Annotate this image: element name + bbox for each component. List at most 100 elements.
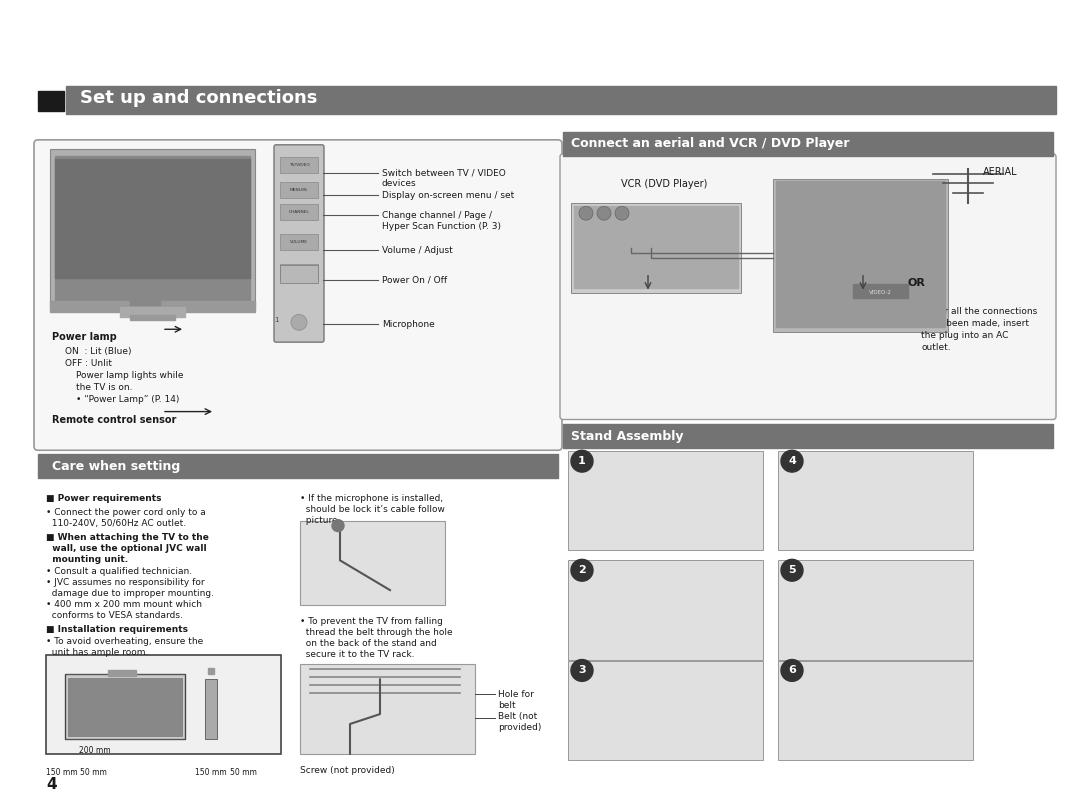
Text: Microphone: Microphone [382, 320, 435, 330]
Bar [777, 180, 945, 327]
Text: Volume / Adjust: Volume / Adjust [382, 246, 453, 255]
Text: 150 mm: 150 mm [195, 768, 227, 777]
Text: • If the microphone is installed,: • If the microphone is installed, [300, 494, 443, 503]
Text: ON  : Lit (Blue): ON : Lit (Blue) [65, 347, 132, 357]
Bar [568, 661, 762, 760]
Text: 1: 1 [578, 457, 585, 466]
Bar [300, 521, 445, 605]
Circle shape [291, 314, 307, 330]
Text: 110-240V, 50/60Hz AC outlet.: 110-240V, 50/60Hz AC outlet. [46, 518, 186, 528]
Bar [68, 678, 183, 736]
Bar [280, 234, 318, 250]
Bar [778, 451, 973, 550]
Text: ■ Power requirements: ■ Power requirements [46, 494, 162, 503]
Text: unit has ample room.: unit has ample room. [46, 648, 148, 657]
Bar [773, 179, 948, 332]
Bar [46, 654, 281, 754]
Circle shape [571, 559, 593, 581]
Circle shape [571, 450, 593, 472]
Text: • Consult a qualified technician.: • Consult a qualified technician. [46, 567, 192, 576]
Circle shape [781, 559, 804, 581]
Text: Care when setting: Care when setting [52, 460, 180, 472]
Text: belt: belt [498, 701, 515, 710]
Circle shape [781, 660, 804, 681]
Text: VIDEO-2: VIDEO-2 [868, 290, 891, 295]
Text: Set up and connections: Set up and connections [80, 89, 318, 107]
Bar [280, 265, 318, 283]
Text: VOLUME: VOLUME [291, 240, 308, 244]
Bar [38, 91, 64, 111]
Text: 200 mm: 200 mm [79, 746, 111, 755]
Bar [55, 159, 249, 278]
Text: 50 mm: 50 mm [230, 768, 257, 777]
Text: Stand Assembly: Stand Assembly [571, 430, 684, 443]
FancyBboxPatch shape [274, 145, 324, 342]
Text: have been made, insert: have been made, insert [921, 319, 1029, 329]
Text: AERIAL: AERIAL [983, 167, 1017, 176]
Text: provided): provided) [498, 723, 541, 732]
Bar [571, 203, 741, 292]
Bar [280, 156, 318, 172]
Text: Display on-screen menu / set: Display on-screen menu / set [382, 191, 514, 200]
Text: Switch between TV / VIDEO
devices: Switch between TV / VIDEO devices [382, 168, 505, 188]
Bar [778, 661, 973, 760]
Text: • JVC assumes no responsibility for: • JVC assumes no responsibility for [46, 578, 204, 588]
Bar [778, 561, 973, 660]
Text: Remote control sensor: Remote control sensor [52, 414, 176, 425]
Text: conforms to VESA standards.: conforms to VESA standards. [46, 611, 183, 620]
Text: • To avoid overheating, ensure the: • To avoid overheating, ensure the [46, 637, 203, 646]
Bar [38, 454, 558, 478]
Text: MENU/N.: MENU/N. [289, 188, 309, 192]
Text: Connect an aerial and VCR / DVD Player: Connect an aerial and VCR / DVD Player [571, 137, 850, 150]
Text: ■ When attaching the TV to the: ■ When attaching the TV to the [46, 533, 208, 542]
Text: VCR (DVD Player): VCR (DVD Player) [621, 179, 707, 188]
Text: Screw (not provided): Screw (not provided) [300, 765, 395, 775]
Bar [130, 299, 160, 306]
Text: 4: 4 [788, 457, 796, 466]
FancyBboxPatch shape [33, 140, 562, 450]
Text: Belt (not: Belt (not [498, 712, 537, 721]
Circle shape [597, 206, 611, 220]
Bar [300, 665, 475, 754]
Text: Power On / Off: Power On / Off [382, 276, 447, 285]
Text: OFF : Unlit: OFF : Unlit [65, 359, 112, 368]
Text: 6: 6 [788, 665, 796, 676]
Bar [108, 670, 136, 676]
Text: • To prevent the TV from falling: • To prevent the TV from falling [300, 617, 443, 626]
Text: mounting unit.: mounting unit. [46, 555, 129, 565]
Text: on the back of the stand and: on the back of the stand and [300, 638, 436, 648]
Text: • After all the connections: • After all the connections [918, 307, 1037, 317]
Bar [563, 132, 1053, 156]
Text: TV/VIDEO: TV/VIDEO [288, 163, 309, 167]
Text: • Connect the power cord only to a: • Connect the power cord only to a [46, 508, 206, 517]
Circle shape [781, 450, 804, 472]
Bar [573, 206, 738, 287]
Bar [50, 300, 255, 312]
Text: the plug into an AC: the plug into an AC [921, 331, 1009, 341]
Text: the TV is on.: the TV is on. [76, 383, 133, 391]
Bar [208, 669, 214, 674]
Text: Hole for: Hole for [498, 690, 534, 700]
Text: Change channel / Page /
Hyper Scan Function (P. 3): Change channel / Page / Hyper Scan Funct… [382, 211, 501, 230]
Circle shape [571, 660, 593, 681]
Bar [568, 451, 762, 550]
Bar [280, 204, 318, 220]
Text: wall, use the optional JVC wall: wall, use the optional JVC wall [46, 545, 206, 553]
Text: thread the belt through the hole: thread the belt through the hole [300, 628, 453, 637]
Circle shape [579, 206, 593, 220]
Bar [280, 183, 318, 198]
Text: picture.: picture. [300, 516, 340, 525]
Text: outlet.: outlet. [921, 343, 950, 353]
Bar [853, 283, 908, 298]
Text: 5: 5 [788, 565, 796, 576]
Text: Power lamp: Power lamp [52, 332, 117, 342]
Bar [65, 674, 185, 739]
Bar [205, 680, 217, 739]
Text: should be lock it’s cable follow: should be lock it’s cable follow [300, 505, 445, 514]
Text: CHANNEL: CHANNEL [288, 210, 310, 214]
Bar [130, 315, 175, 320]
Text: OR: OR [908, 278, 926, 287]
Text: ■ Installation requirements: ■ Installation requirements [46, 625, 188, 634]
Text: Power lamp lights while: Power lamp lights while [76, 371, 184, 380]
Bar [50, 148, 255, 307]
